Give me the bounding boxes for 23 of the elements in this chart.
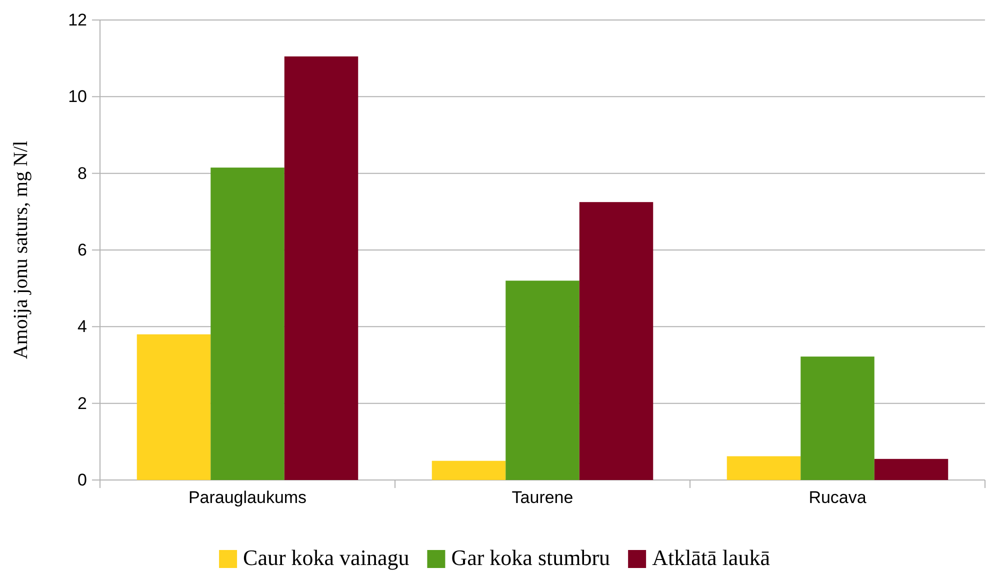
y-axis-title: Amoija jonu saturs, mg N/l <box>10 140 32 360</box>
bar <box>874 458 948 480</box>
legend-label: Gar koka stumbru <box>451 545 610 570</box>
bar <box>210 168 284 480</box>
x-tick-label: Taurene <box>512 488 574 507</box>
y-tick-label: 12 <box>68 10 87 30</box>
bar <box>726 456 801 480</box>
y-tick-label: 4 <box>78 317 87 336</box>
bar <box>800 356 874 480</box>
y-tick-label: 0 <box>78 470 87 490</box>
y-tick-label: 6 <box>78 240 87 260</box>
legend-label: Caur koka vainagu <box>243 545 410 570</box>
y-tick-label: 2 <box>78 394 87 413</box>
bar <box>579 202 654 480</box>
x-tick-label: Parauglaukums <box>188 488 307 507</box>
y-tick-label: 8 <box>78 164 87 183</box>
bar <box>284 56 358 480</box>
bar <box>506 280 580 480</box>
bar <box>432 460 506 480</box>
y-tick-label: 10 <box>68 87 87 106</box>
legend-label: Atklātā laukā <box>652 545 770 570</box>
bar <box>136 334 211 480</box>
x-tick-label: Rucava <box>808 488 867 507</box>
